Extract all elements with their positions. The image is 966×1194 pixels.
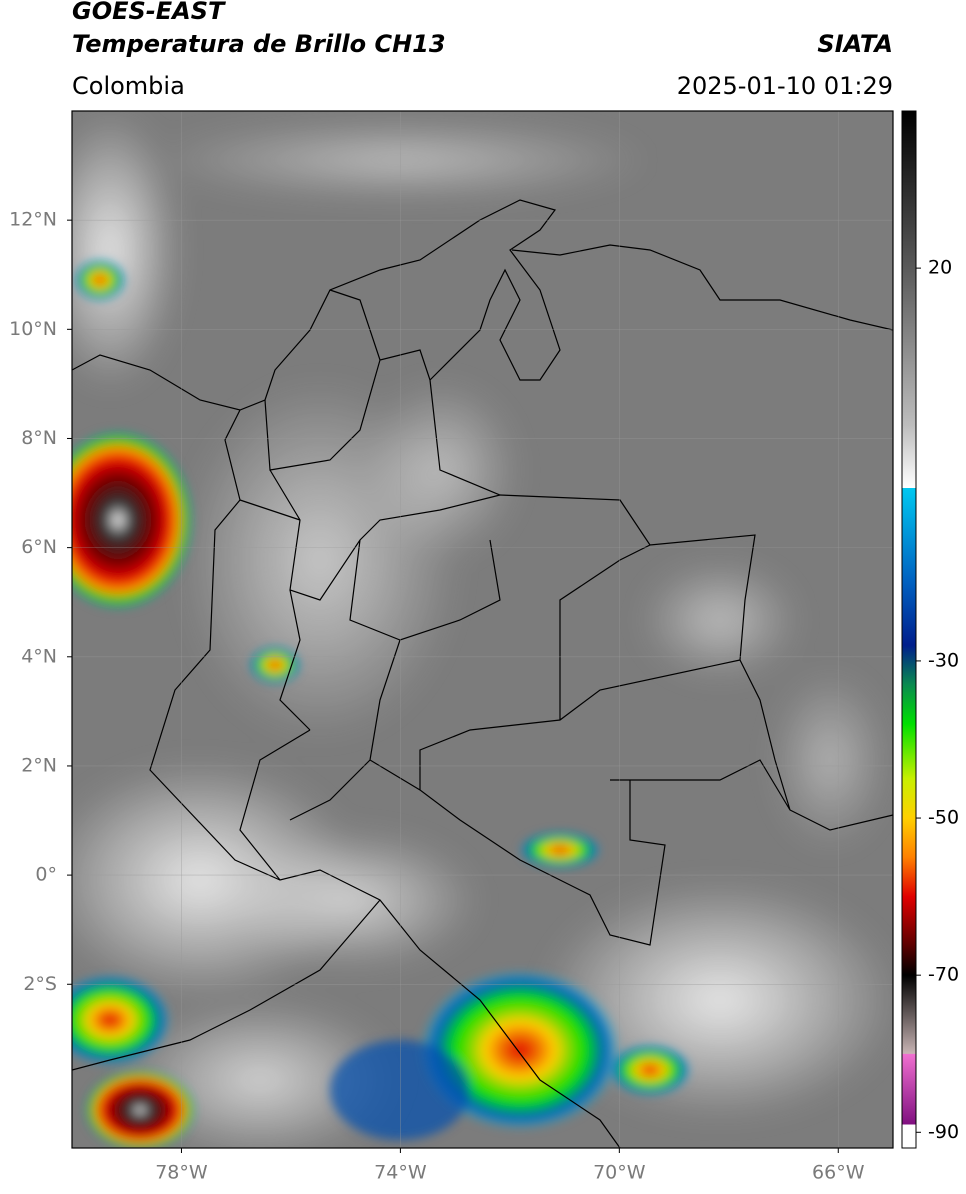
colorbar-tick-label: -70	[928, 964, 959, 986]
colorbar-tick-label: -90	[928, 1121, 959, 1143]
y-tick-label: 8°N	[21, 427, 57, 449]
colombia-border	[72, 379, 893, 1148]
y-tick-label: 2°S	[23, 973, 57, 995]
x-tick-label: 70°W	[593, 1162, 646, 1184]
satellite-image	[72, 111, 893, 1148]
x-tick-label: 78°W	[155, 1162, 208, 1184]
source: SIATA	[817, 30, 893, 58]
colorbar-tick-label: -30	[928, 649, 959, 671]
title: GOES-EAST	[72, 0, 226, 25]
region: Colombia	[72, 72, 185, 100]
y-tick-label: 10°N	[9, 318, 57, 340]
subtitle: Temperatura de Brillo CH13	[72, 30, 446, 58]
y-tick-label: 12°N	[9, 209, 57, 231]
y-tick-label: 6°N	[21, 536, 57, 558]
y-tick-label: 0°	[35, 864, 57, 886]
y-tick-label: 2°N	[21, 754, 57, 776]
x-tick-label: 74°W	[374, 1162, 427, 1184]
colorbar-tick-label: 20	[928, 257, 952, 279]
department-borders	[239, 289, 501, 881]
y-tick-label: 4°N	[21, 645, 57, 667]
colorbar-tick-label: -50	[928, 807, 959, 829]
map-frame	[71, 110, 894, 1149]
coastline	[72, 199, 893, 411]
colorbar	[901, 110, 917, 1149]
datetime: 2025-01-10 01:29	[677, 72, 893, 100]
x-tick-label: 66°W	[812, 1162, 865, 1184]
